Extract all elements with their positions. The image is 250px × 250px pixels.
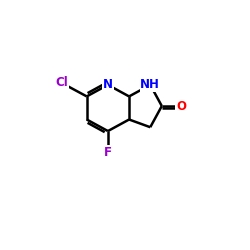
Text: O: O (176, 100, 186, 112)
Text: Cl: Cl (55, 76, 68, 90)
Text: N: N (103, 78, 113, 91)
Text: NH: NH (140, 78, 160, 91)
Text: F: F (104, 146, 112, 159)
